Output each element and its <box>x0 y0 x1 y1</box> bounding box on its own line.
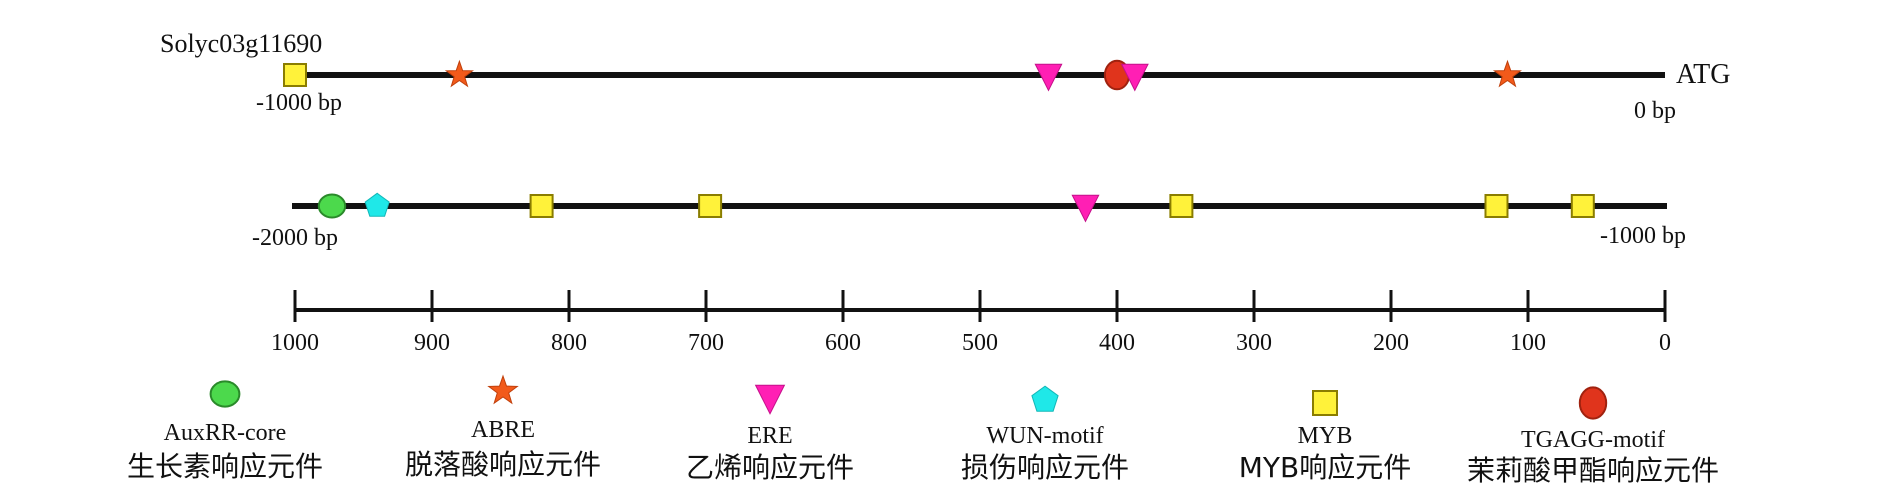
element-ere-mark <box>1120 63 1149 92</box>
legend-item-name: MYB <box>1298 423 1353 449</box>
track-upper-start-label: -1000 bp <box>256 90 342 116</box>
scale-tick-label: 800 <box>551 330 587 356</box>
element-abre-mark <box>1492 59 1522 88</box>
scale-tick-label: 0 <box>1659 330 1671 356</box>
legend-item-name: TGAGG-motif <box>1521 427 1665 453</box>
scale-bar: 1000 900 800 700 600 500 400 300 200 100 0 <box>271 290 1671 356</box>
star-icon <box>487 374 519 405</box>
circle-icon <box>209 380 241 408</box>
legend-item-desc: 乙烯响应元件 <box>686 451 854 484</box>
legend-item-name: WUN-motif <box>986 423 1103 449</box>
legend-item-name: ABRE <box>471 417 535 443</box>
scale-tick-label: 400 <box>1099 330 1135 356</box>
legend-item-desc: MYB响应元件 <box>1239 451 1411 484</box>
legend-item-desc: 脱落酸响应元件 <box>405 448 601 481</box>
square-icon <box>1312 390 1338 416</box>
track-lower-start-label: -2000 bp <box>252 225 338 251</box>
legend-item-name: AuxRR-core <box>164 420 287 446</box>
scale-tick-label: 200 <box>1373 330 1409 356</box>
track-upper-end-label: 0 bp <box>1634 98 1676 124</box>
scale-tick-label: 300 <box>1236 330 1272 356</box>
legend-item-desc: 生长素响应元件 <box>127 450 323 483</box>
element-myb-mark <box>529 194 554 218</box>
pentagon-icon <box>1031 385 1059 412</box>
legend-item-abre: ABRE 脱落酸响应元件 <box>405 374 601 481</box>
element-myb-mark <box>698 194 723 218</box>
gene-id-label: Solyc03g11690 <box>160 29 322 58</box>
scale-tick-label: 1000 <box>271 330 319 356</box>
scale-tick-label: 600 <box>825 330 861 356</box>
triangle-down-icon <box>754 384 786 415</box>
legend-item-desc: 茉莉酸甲酯响应元件 <box>1467 454 1719 487</box>
legend-item-name: ERE <box>747 423 792 449</box>
atg-label: ATG <box>1676 59 1730 90</box>
element-myb-mark <box>1570 194 1595 218</box>
track-upper-elements <box>283 59 1522 92</box>
element-ere-mark <box>1071 194 1100 223</box>
element-myb-mark <box>283 63 307 87</box>
element-auxrr-core-mark <box>317 193 347 219</box>
scale-tick-label: 900 <box>414 330 450 356</box>
track-upper: -1000 bp 0 bp ATG <box>256 59 1730 124</box>
track-lower-end-label: -1000 bp <box>1600 223 1686 249</box>
element-myb-mark <box>1169 194 1194 218</box>
element-abre-mark <box>444 59 474 88</box>
scale-tick-label: 500 <box>962 330 998 356</box>
scale-tick-label: 700 <box>688 330 724 356</box>
scale-ticks: 1000 900 800 700 600 500 400 300 200 100 0 <box>271 290 1671 356</box>
element-wun-motif-mark <box>364 192 390 217</box>
element-ere-mark <box>1034 63 1063 92</box>
scale-tick-label: 100 <box>1510 330 1546 356</box>
track-lower: -2000 bp -1000 bp <box>252 192 1686 251</box>
legend-item-desc: 损伤响应元件 <box>961 451 1129 484</box>
track-lower-elements <box>317 192 1595 223</box>
oval-icon <box>1578 386 1608 420</box>
legend-item-auxrr-core: AuxRR-core 生长素响应元件 <box>127 380 323 483</box>
element-myb-mark <box>1484 194 1509 218</box>
